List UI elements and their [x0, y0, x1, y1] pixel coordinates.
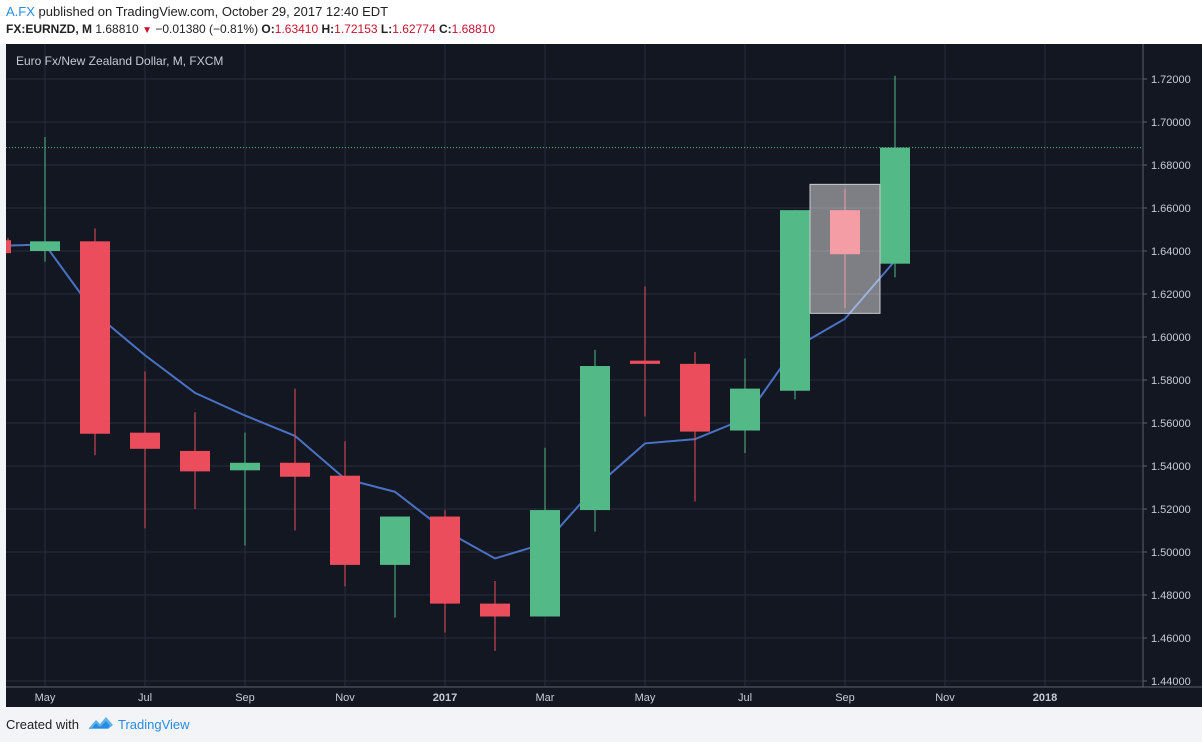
y-tick-label: 1.64000 — [1151, 246, 1191, 258]
x-tick-label: Nov — [335, 692, 355, 704]
y-tick-label: 1.62000 — [1151, 289, 1191, 301]
x-tick-label: Sep — [835, 692, 855, 704]
candle-body — [80, 241, 110, 434]
candle-body — [730, 388, 760, 431]
y-tick-label: 1.44000 — [1151, 676, 1191, 688]
candle — [30, 137, 60, 262]
y-tick-label: 1.52000 — [1151, 504, 1191, 516]
x-axis-labels: May Jul Sep Nov 2017 Mar May Jul Sep Nov 2018 — [6, 686, 1202, 704]
high-label: H: — [321, 22, 335, 36]
x-tick-label: 2018 — [1033, 692, 1057, 704]
open-value: 1.63410 — [274, 22, 319, 36]
y-tick-label: 1.66000 — [1151, 203, 1191, 215]
highlight-box — [809, 183, 881, 314]
candle-body — [580, 366, 610, 511]
x-tick-label: Sep — [235, 692, 255, 704]
tradingview-brand[interactable]: TradingView — [118, 717, 190, 732]
x-tick-label: 2017 — [433, 692, 457, 704]
candle — [380, 516, 410, 618]
x-tick-label: Nov — [935, 692, 955, 704]
candle — [330, 441, 360, 587]
candle-body — [530, 510, 560, 617]
published-text: published on TradingView.com, October 29… — [38, 4, 389, 19]
y-tick-label: 1.54000 — [1151, 461, 1191, 473]
candle — [6, 238, 11, 254]
price-change: −0.01380 (−0.81%) — [155, 22, 259, 36]
candle-body — [180, 450, 210, 472]
candle-body — [230, 462, 260, 471]
time-axis[interactable] — [6, 687, 1202, 707]
y-tick-label: 1.72000 — [1151, 74, 1191, 86]
candle — [880, 75, 910, 278]
candle-body — [280, 462, 310, 477]
close-label: C: — [438, 22, 452, 36]
candle-body — [6, 240, 11, 254]
candle-body — [430, 516, 460, 604]
candles — [6, 75, 910, 651]
y-axis-labels: 1.44000 1.46000 1.48000 1.50000 1.52000 1.540… — [1142, 44, 1191, 688]
down-triangle-icon: ▼ — [142, 25, 152, 36]
chart-title: Euro Fx/New Zealand Dollar, M, FXCM — [16, 54, 223, 68]
x-tick-label: Jul — [738, 692, 752, 704]
candle — [430, 510, 460, 633]
low-value: 1.62774 — [392, 22, 436, 36]
candle — [530, 447, 560, 617]
y-tick-label: 1.46000 — [1151, 633, 1191, 645]
candle — [130, 371, 160, 529]
x-tick-label: May — [635, 692, 656, 704]
price-axis[interactable] — [1143, 44, 1202, 687]
publish-line: A.FX published on TradingView.com, Octob… — [6, 4, 388, 19]
y-tick-label: 1.56000 — [1151, 418, 1191, 430]
candle — [80, 228, 110, 456]
candle — [830, 188, 860, 308]
candle — [280, 388, 310, 531]
plot-area[interactable] — [6, 44, 1143, 687]
footer: Created with TradingView — [0, 707, 1202, 742]
symbol-label: FX:EURNZD, M — [6, 22, 92, 36]
chart-header: A.FX published on TradingView.com, Octob… — [0, 0, 1202, 44]
candle — [780, 210, 810, 400]
candle-body — [630, 360, 660, 364]
y-tick-label: 1.50000 — [1151, 547, 1191, 559]
high-value: 1.72153 — [334, 22, 378, 36]
close-value: 1.68810 — [451, 22, 496, 36]
candle — [230, 432, 260, 546]
candle-body — [830, 210, 860, 255]
y-tick-label: 1.58000 — [1151, 375, 1191, 387]
ohlc-line: FX:EURNZD, M 1.68810 ▼ −0.01380 (−0.81%)… — [6, 22, 495, 36]
y-tick-label: 1.70000 — [1151, 117, 1191, 129]
candle-body — [130, 432, 160, 449]
created-with-text: Created with — [6, 717, 79, 732]
open-label: O: — [261, 22, 275, 36]
candle — [630, 286, 660, 417]
candle — [730, 358, 760, 454]
candle-body — [380, 516, 410, 565]
candle-body — [330, 475, 360, 565]
x-tick-label: Mar — [536, 692, 555, 704]
candle-body — [480, 603, 510, 617]
x-tick-label: May — [35, 692, 56, 704]
candle-body — [30, 241, 60, 251]
y-tick-label: 1.48000 — [1151, 590, 1191, 602]
candle — [480, 581, 510, 651]
candle-body — [680, 363, 710, 432]
low-label: L: — [380, 22, 393, 36]
candle-body — [780, 210, 810, 391]
candle — [580, 349, 610, 532]
candle — [180, 412, 210, 509]
candle — [680, 352, 710, 502]
price-chart[interactable]: 1.44000 1.46000 1.48000 1.50000 1.52000 1.540… — [0, 44, 1202, 707]
author-link[interactable]: A.FX — [6, 4, 35, 19]
tradingview-logo-icon[interactable] — [88, 715, 114, 731]
y-tick-label: 1.60000 — [1151, 332, 1191, 344]
last-price: 1.68810 — [95, 22, 139, 36]
candle-body — [880, 147, 910, 264]
x-tick-label: Jul — [138, 692, 152, 704]
highlight-rectangle — [809, 183, 881, 314]
y-tick-label: 1.68000 — [1151, 160, 1191, 172]
